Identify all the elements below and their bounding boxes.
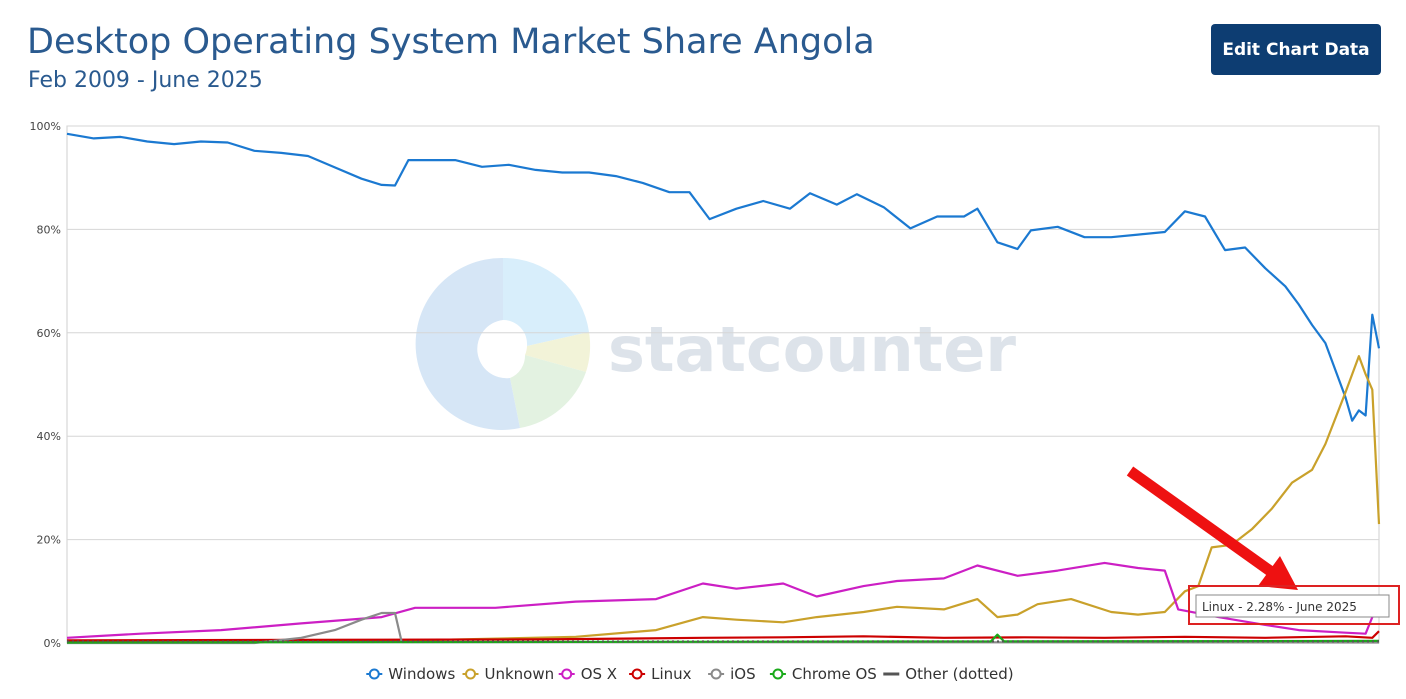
legend-item-chrome-os[interactable]: Chrome OS bbox=[792, 665, 877, 683]
legend-item-ios[interactable]: iOS bbox=[730, 665, 756, 683]
legend-item-other-dotted[interactable]: Other (dotted) bbox=[905, 665, 1013, 683]
legend-marker bbox=[561, 668, 573, 680]
legend-item-unknown[interactable]: Unknown bbox=[485, 665, 555, 683]
watermark-logo-segment-2 bbox=[525, 332, 591, 372]
y-tick-label: 20% bbox=[37, 534, 61, 547]
tooltip-box bbox=[1195, 594, 1390, 618]
series-line-linux bbox=[66, 630, 1380, 642]
legend-marker bbox=[772, 668, 784, 680]
page-subtitle: Feb 2009 - June 2025 bbox=[28, 68, 263, 93]
series-line-windows bbox=[66, 132, 1381, 422]
series-line-os-x bbox=[66, 561, 1380, 639]
statcounter-watermark: statcounter bbox=[415, 257, 1016, 430]
y-tick-label: 40% bbox=[37, 430, 61, 443]
annotation-arrow-head bbox=[1258, 556, 1298, 590]
legend-item-linux[interactable]: Linux bbox=[651, 665, 692, 683]
legend-marker bbox=[631, 668, 643, 680]
legend-marker bbox=[368, 668, 380, 680]
legend-item-windows[interactable]: Windows bbox=[388, 665, 455, 683]
tooltip-highlight-box bbox=[1188, 585, 1400, 625]
page-title: Desktop Operating System Market Share An… bbox=[27, 22, 875, 62]
legend: Windows Unknown OS X Linux iOS Chrome OS Other… bbox=[366, 665, 1014, 683]
tooltip-text: Linux - 2.28% - June 2025 bbox=[1202, 600, 1357, 614]
annotation: Linux - 2.28% - June 2025 bbox=[1126, 466, 1400, 625]
y-tick-label: 100% bbox=[30, 120, 61, 133]
edit-chart-data-button[interactable]: Edit Chart Data bbox=[1211, 24, 1381, 75]
y-tick-label: 80% bbox=[37, 223, 61, 236]
annotation-arrow-shaft bbox=[1126, 466, 1277, 578]
y-tick-label: 0% bbox=[44, 637, 61, 650]
y-tick-label: 60% bbox=[37, 327, 61, 340]
watermark-text: statcounter bbox=[608, 313, 1016, 386]
series-line-unknown bbox=[66, 355, 1381, 644]
watermark-logo-segment-1 bbox=[503, 257, 589, 346]
legend-marker bbox=[465, 668, 476, 680]
watermark-logo-segment-4 bbox=[415, 257, 520, 430]
legend-marker bbox=[710, 668, 722, 680]
legend-item-os-x[interactable]: OS X bbox=[581, 665, 617, 683]
watermark-logo-segment-3 bbox=[510, 355, 586, 428]
